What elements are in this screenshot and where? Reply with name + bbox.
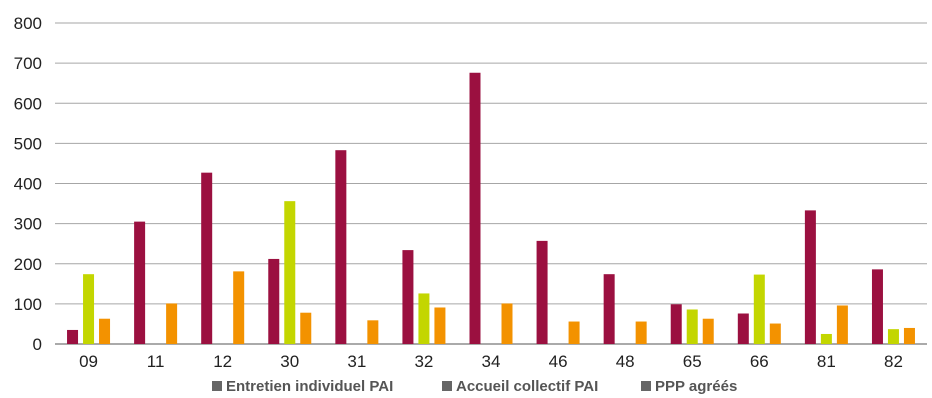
bar xyxy=(769,323,781,344)
legend-label: Accueil collectif PAI xyxy=(456,378,598,395)
bar xyxy=(903,327,915,344)
legend-item: Entretien individuel PAI xyxy=(212,378,393,395)
bar xyxy=(268,258,280,344)
y-tick-label: 500 xyxy=(14,134,42,153)
bar xyxy=(836,305,848,344)
gridlines xyxy=(55,22,927,345)
bar xyxy=(300,312,312,344)
bar xyxy=(536,240,548,344)
bar xyxy=(501,303,513,344)
x-tick-label: 34 xyxy=(482,352,501,371)
x-tick-label: 48 xyxy=(616,352,635,371)
x-tick-label: 31 xyxy=(347,352,366,371)
y-tick-label: 300 xyxy=(14,215,42,234)
bar xyxy=(201,172,213,344)
legend-marker xyxy=(641,381,651,391)
bars xyxy=(67,72,915,344)
x-tick-label: 46 xyxy=(549,352,568,371)
bar xyxy=(871,269,883,344)
x-tick-label: 09 xyxy=(79,352,98,371)
x-tick-label: 82 xyxy=(884,352,903,371)
bar xyxy=(402,250,414,344)
bar xyxy=(166,303,178,344)
legend-marker xyxy=(212,381,222,391)
bar xyxy=(635,321,647,344)
bar xyxy=(99,318,111,344)
bar xyxy=(469,72,481,344)
bar xyxy=(702,318,714,344)
y-tick-label: 200 xyxy=(14,255,42,274)
bar xyxy=(83,274,95,344)
x-tick-label: 66 xyxy=(750,352,769,371)
x-axis-tick-labels: 09 11 12 30 31 32 34 46 48 65 66 81 82 xyxy=(79,352,903,371)
legend-item: PPP agréés xyxy=(641,378,737,395)
x-tick-label: 81 xyxy=(817,352,836,371)
bar xyxy=(737,313,749,344)
legend-item: Accueil collectif PAI xyxy=(442,378,598,395)
bar xyxy=(804,210,816,344)
y-tick-label: 700 xyxy=(14,54,42,73)
x-tick-label: 30 xyxy=(280,352,299,371)
y-tick-label: 400 xyxy=(14,175,42,194)
x-tick-label: 32 xyxy=(414,352,433,371)
x-tick-label: 11 xyxy=(147,352,165,371)
legend-marker xyxy=(442,381,452,391)
legend-label: PPP agréés xyxy=(655,378,737,395)
y-tick-label: 0 xyxy=(33,335,42,354)
y-tick-label: 100 xyxy=(14,295,42,314)
bar xyxy=(418,293,430,344)
bar xyxy=(434,307,446,344)
bar xyxy=(753,274,765,344)
bar xyxy=(820,333,832,344)
bar xyxy=(603,274,615,344)
y-axis-tick-labels: 0 100 200 300 400 500 600 700 800 xyxy=(14,14,42,354)
bar xyxy=(568,321,580,344)
bar xyxy=(335,150,347,344)
bar xyxy=(233,271,245,344)
bar xyxy=(887,329,899,344)
legend-label: Entretien individuel PAI xyxy=(226,378,393,395)
bar xyxy=(67,329,79,344)
legend: Entretien individuel PAI Accueil collecti… xyxy=(212,378,737,395)
bar xyxy=(134,221,146,344)
bar xyxy=(367,320,379,344)
bar xyxy=(670,304,682,344)
bar xyxy=(284,201,296,344)
x-tick-label: 65 xyxy=(683,352,702,371)
y-tick-label: 800 xyxy=(14,14,42,33)
x-tick-label: 12 xyxy=(213,352,232,371)
bar xyxy=(686,309,698,344)
y-tick-label: 600 xyxy=(14,94,42,113)
